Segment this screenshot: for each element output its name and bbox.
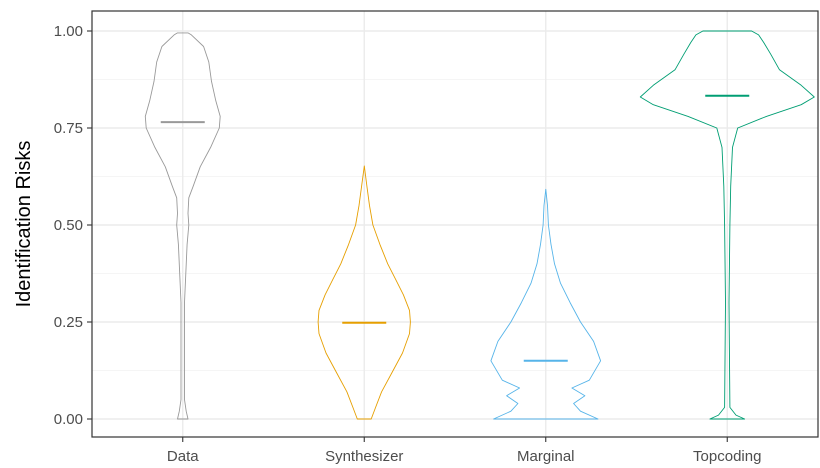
panel-background xyxy=(92,11,818,437)
y-tick-label: 1.00 xyxy=(54,23,83,40)
y-axis-title: Identification Risks xyxy=(13,141,35,308)
axes: 0.00 0.25 0.50 0.75 1.00 Data Synthesizer Margi… xyxy=(54,23,762,465)
violins xyxy=(144,30,815,420)
y-tick-label: 0.00 xyxy=(54,411,83,428)
y-tick-label: 0.75 xyxy=(54,120,83,137)
y-tick-label: 0.25 xyxy=(54,314,83,331)
violin-topcoding xyxy=(639,30,815,420)
panel-border xyxy=(91,10,819,438)
violin-synthesizer xyxy=(317,165,411,420)
grid-lines xyxy=(92,11,818,437)
x-tick-label: Synthesizer xyxy=(325,448,403,465)
x-tick-label: Data xyxy=(167,448,199,465)
y-tick-label: 0.50 xyxy=(54,217,83,234)
x-tick-label: Topcoding xyxy=(693,448,761,465)
violin-data xyxy=(144,32,221,420)
violin-marginal xyxy=(490,188,602,420)
x-tick-label: Marginal xyxy=(517,448,575,465)
